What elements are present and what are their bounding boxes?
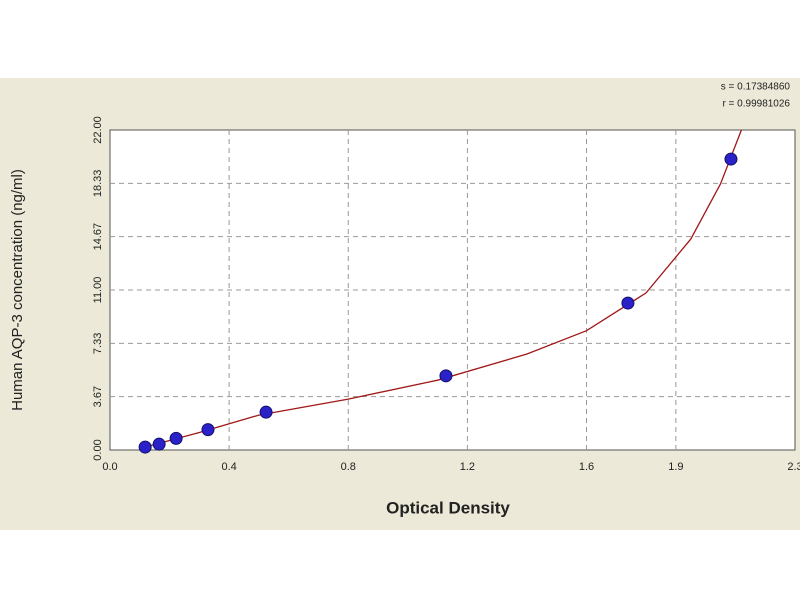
annotation: s = 0.17384860 <box>721 82 791 93</box>
fit-curve <box>139 129 742 450</box>
x-tick-label: 0.8 <box>341 461 356 473</box>
x-tick-label: 1.9 <box>668 461 683 473</box>
y-axis-title: Human AQP-3 concentration (ng/ml) <box>9 169 26 411</box>
data-point <box>621 296 635 310</box>
x-tick-label: 0.0 <box>102 461 117 473</box>
x-tick-label: 1.2 <box>460 461 475 473</box>
x-tick-label: 1.6 <box>579 461 594 473</box>
x-axis-title: Optical Density <box>386 498 510 517</box>
y-tick-label: 18.33 <box>92 170 104 198</box>
y-tick-label: 7.33 <box>92 333 104 354</box>
annotation: r = 0.99981026 <box>722 99 790 110</box>
y-tick-label: 22.00 <box>92 116 104 144</box>
x-tick-label: 2.3 <box>787 461 800 473</box>
data-point <box>169 431 183 445</box>
data-point <box>152 437 166 451</box>
data-point <box>259 405 273 419</box>
y-tick-label: 11.00 <box>92 277 104 304</box>
y-tick-label: 3.67 <box>92 386 104 407</box>
y-tick-label: 14.67 <box>92 223 104 251</box>
y-tick-label: 0.00 <box>92 439 104 460</box>
data-point <box>201 423 215 437</box>
data-point <box>138 440 152 454</box>
data-point <box>439 369 453 383</box>
data-point <box>724 152 738 166</box>
x-tick-label: 0.4 <box>221 461 236 473</box>
